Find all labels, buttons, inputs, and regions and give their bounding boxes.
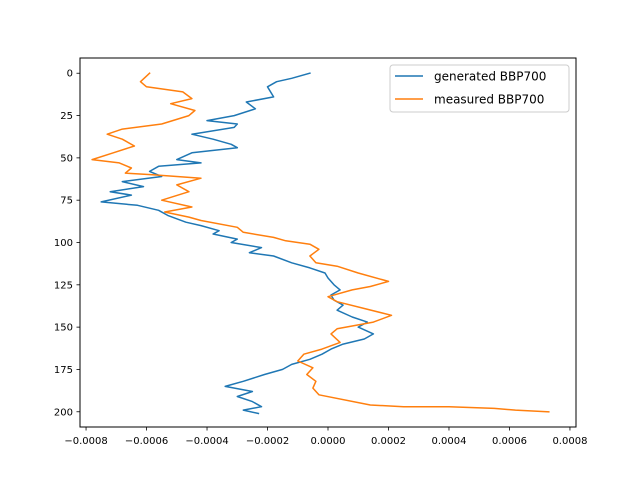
x-tick-label: 0.0000 <box>311 436 346 447</box>
x-tick-label: 0.0006 <box>492 436 527 447</box>
x-tick-label: 0.0008 <box>552 436 587 447</box>
y-tick-label: 100 <box>54 238 73 249</box>
legend-label-measured: measured BBP700 <box>434 93 544 107</box>
x-tick-label: −0.0006 <box>125 436 168 447</box>
y-tick-label: 200 <box>54 407 73 418</box>
x-tick-label: −0.0002 <box>246 436 289 447</box>
x-tick-label: 0.0002 <box>371 436 406 447</box>
y-tick-label: 0 <box>67 69 73 80</box>
legend-label-generated: generated BBP700 <box>434 70 546 84</box>
y-tick-label: 175 <box>54 365 73 376</box>
x-tick-label: −0.0004 <box>185 436 228 447</box>
x-tick-label: −0.0008 <box>64 436 107 447</box>
y-tick-label: 150 <box>54 323 73 334</box>
y-axis: 0 25 50 75 100 125 150 175 200 <box>54 69 80 418</box>
legend: generated BBP700 measured BBP700 <box>389 64 570 113</box>
y-tick-label: 50 <box>60 153 73 164</box>
x-axis: −0.0008 −0.0006 −0.0004 −0.0002 0.0000 0.0002… <box>64 427 587 447</box>
series-line-0 <box>100 72 375 415</box>
y-tick-label: 75 <box>60 196 73 207</box>
x-tick-label: 0.0004 <box>431 436 466 447</box>
legend-box <box>389 64 570 113</box>
plot-lines <box>91 72 550 415</box>
y-tick-label: 25 <box>60 111 73 122</box>
y-tick-label: 125 <box>54 280 73 291</box>
series-line-1 <box>91 72 550 413</box>
